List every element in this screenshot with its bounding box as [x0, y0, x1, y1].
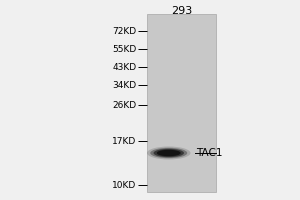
Text: 26KD: 26KD — [112, 100, 136, 110]
Text: 72KD: 72KD — [112, 26, 136, 36]
Text: 55KD: 55KD — [112, 45, 136, 53]
Text: 10KD: 10KD — [112, 180, 136, 190]
Bar — [147, 14, 216, 192]
Text: 293: 293 — [171, 6, 192, 16]
Ellipse shape — [150, 148, 187, 158]
Ellipse shape — [154, 149, 184, 157]
Ellipse shape — [157, 150, 181, 156]
Text: TAC1: TAC1 — [196, 148, 223, 158]
Text: 43KD: 43KD — [112, 62, 136, 72]
Text: 17KD: 17KD — [112, 136, 136, 146]
Ellipse shape — [147, 146, 190, 160]
Text: 34KD: 34KD — [112, 81, 136, 90]
